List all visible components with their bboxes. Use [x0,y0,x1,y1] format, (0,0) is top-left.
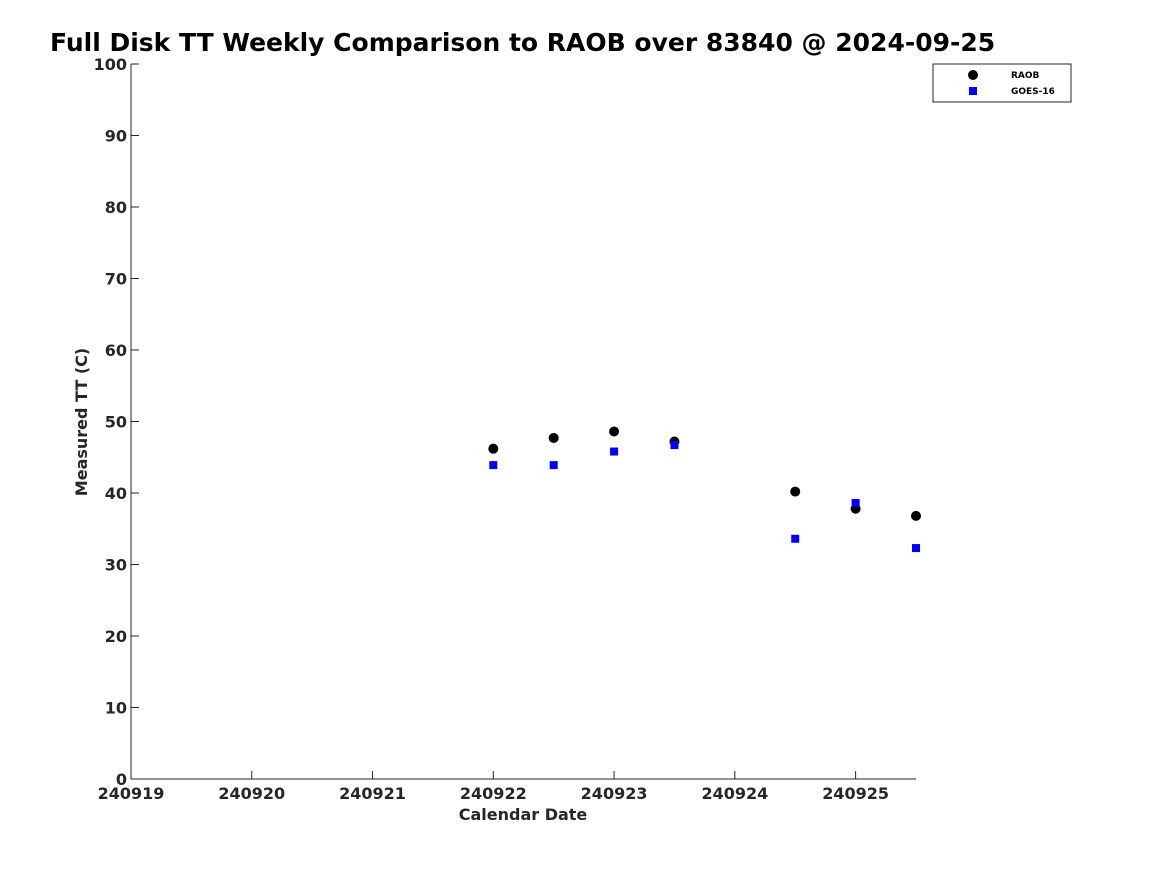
data-marks [488,426,921,553]
raob-point [488,443,499,454]
legend-label: RAOB [1011,71,1040,81]
y-tick-label: 90 [105,127,127,146]
x-tick-label: 240922 [460,784,527,803]
y-tick-label: 100 [94,55,127,74]
x-axis-label: Calendar Date [459,805,588,824]
y-tick-label: 10 [105,699,127,718]
y-tick-label: 60 [105,341,127,360]
goes16-point [791,534,800,543]
x-tick-label: 240923 [581,784,648,803]
raob-point [790,486,801,497]
x-tick-label: 240921 [339,784,406,803]
goes16-point [851,499,860,508]
y-axis-label: Measured TT (C) [72,348,91,496]
x-tick-label: 240924 [701,784,768,803]
y-tick-label: 50 [105,413,127,432]
goes16-point [670,441,679,450]
y-tick-label: 0 [116,770,127,789]
legend-box [932,63,1072,103]
chart-title: Full Disk TT Weekly Comparison to RAOB o… [50,28,996,57]
y-tick-label: 30 [105,556,127,575]
axes: 0 10 20 30 40 50 60 70 80 90 100 240919 240920 240921… [94,55,916,803]
raob-point [609,426,620,437]
x-tick-label: 240920 [218,784,285,803]
goes16-point [489,461,498,470]
raob-point [548,432,559,443]
legend-label: GOES-16 [1011,87,1055,97]
goes16-point [610,447,619,456]
goes16-point [912,544,920,553]
y-tick-label: 80 [105,198,127,217]
x-tick-label: 240919 [98,784,165,803]
y-tick-label: 70 [105,270,127,289]
legend-goes16-marker [969,87,977,95]
x-tick-label: 240925 [822,784,889,803]
legend-raob-marker [968,70,978,80]
goes16-point [549,461,558,470]
legend: RAOB GOES-16 [932,63,1072,103]
y-tick-label: 40 [105,484,127,503]
y-tick-label: 20 [105,627,127,646]
raob-point [911,510,921,521]
